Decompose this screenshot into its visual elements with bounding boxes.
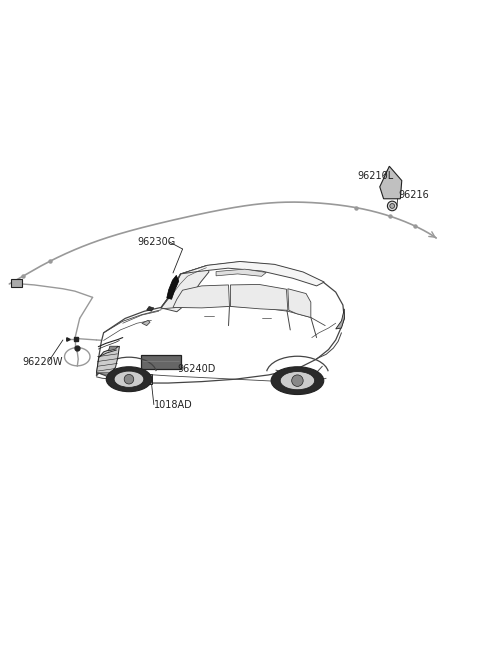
Text: 1018AD: 1018AD <box>154 400 192 409</box>
FancyBboxPatch shape <box>142 355 180 369</box>
FancyBboxPatch shape <box>146 375 153 384</box>
Polygon shape <box>161 265 209 312</box>
Polygon shape <box>180 262 324 286</box>
Circle shape <box>292 375 303 386</box>
Ellipse shape <box>106 367 152 392</box>
Polygon shape <box>142 320 150 325</box>
Polygon shape <box>173 285 229 308</box>
Polygon shape <box>230 285 288 310</box>
Text: 96216: 96216 <box>398 190 429 200</box>
Polygon shape <box>108 346 118 351</box>
Polygon shape <box>96 346 120 373</box>
Ellipse shape <box>114 371 144 387</box>
Text: 96210L: 96210L <box>357 171 394 181</box>
Text: 96230G: 96230G <box>137 237 175 247</box>
Polygon shape <box>167 276 179 299</box>
Polygon shape <box>336 309 344 329</box>
Polygon shape <box>96 262 344 383</box>
Polygon shape <box>288 289 311 318</box>
Polygon shape <box>216 269 266 276</box>
Text: 96220W: 96220W <box>22 356 63 367</box>
Circle shape <box>124 375 134 384</box>
Ellipse shape <box>280 371 315 390</box>
Circle shape <box>390 203 395 209</box>
FancyBboxPatch shape <box>11 279 22 287</box>
Polygon shape <box>380 166 402 199</box>
Polygon shape <box>147 306 154 311</box>
Ellipse shape <box>271 367 324 394</box>
Circle shape <box>387 201 397 211</box>
Text: 96240D: 96240D <box>178 363 216 374</box>
